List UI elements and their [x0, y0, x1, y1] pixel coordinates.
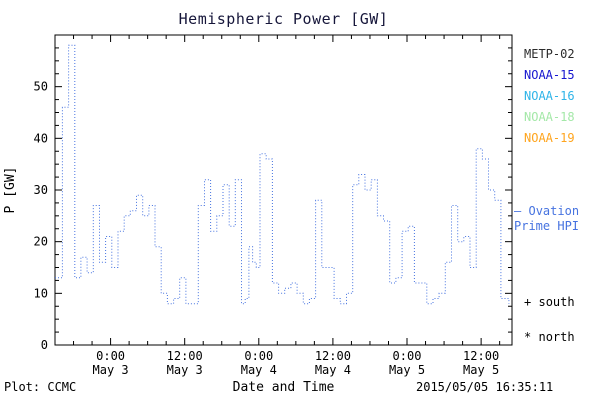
- hpi-series-line: [55, 44, 510, 305]
- ovation-label: — Ovation Prime HPI: [514, 204, 579, 234]
- plot-frame: [54, 34, 513, 346]
- legend-item-noaa-16: NOAA-16: [524, 89, 575, 103]
- south-label: south: [538, 295, 575, 309]
- x-axis-label: Date and Time: [233, 380, 335, 395]
- x-tick-time-label: 12:00: [463, 349, 499, 363]
- y-tick-label: 30: [34, 183, 48, 197]
- x-tick-time-label: 12:00: [315, 349, 351, 363]
- y-tick-label: 40: [34, 131, 48, 145]
- plus-marker-icon: +: [524, 295, 532, 309]
- plot-timestamp: 2015/05/05 16:35:11: [416, 380, 554, 394]
- x-tick-date-label: May 4: [315, 363, 351, 377]
- x-tick-date-label: May 5: [463, 363, 499, 377]
- legend-satellites: METP-02 NOAA-15 NOAA-16 NOAA-18 NOAA-19: [524, 44, 575, 149]
- y-tick-label: 0: [41, 338, 48, 352]
- y-tick-label: 50: [34, 80, 48, 94]
- asterisk-marker-icon: *: [524, 330, 532, 344]
- x-tick-date-label: May 5: [389, 363, 425, 377]
- legend-item-noaa-15: NOAA-15: [524, 68, 575, 82]
- north-marker-legend: * north: [524, 330, 575, 344]
- plot-source-label: Plot: CCMC: [4, 380, 77, 394]
- y-axis-label: P [GW]: [3, 167, 18, 214]
- y-tick-label: 10: [34, 286, 48, 300]
- legend-item-metp-02: METP-02: [524, 47, 575, 61]
- ovation-line2: Prime HPI: [514, 219, 580, 233]
- x-tick-date-label: May 4: [241, 363, 277, 377]
- x-tick-date-label: May 3: [93, 363, 129, 377]
- x-tick-time-label: 12:00: [167, 349, 203, 363]
- x-tick-time-label: 0:00: [393, 349, 422, 363]
- south-marker-legend: + south: [524, 295, 575, 309]
- y-tick-label: 20: [34, 235, 48, 249]
- legend-item-noaa-19: NOAA-19: [524, 131, 575, 145]
- ovation-line1: Ovation: [528, 204, 580, 218]
- line-sample-icon: —: [514, 204, 522, 218]
- page-title: Hemispheric Power [GW]: [178, 10, 389, 28]
- x-tick-date-label: May 3: [167, 363, 203, 377]
- legend-item-noaa-18: NOAA-18: [524, 110, 575, 124]
- x-tick-time-label: 0:00: [96, 349, 125, 363]
- x-tick-time-label: 0:00: [244, 349, 273, 363]
- north-label: north: [538, 330, 575, 344]
